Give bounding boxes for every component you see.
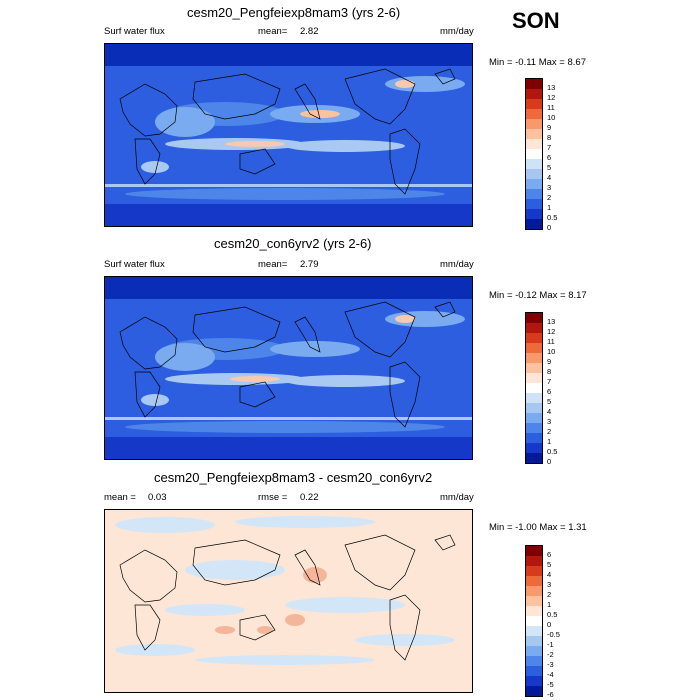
colorbar-tick-label: 2 — [547, 193, 552, 202]
rmse-value: 0.22 — [300, 492, 319, 503]
mean-label: mean= — [258, 259, 288, 270]
colorbar-tick-label: 13 — [547, 83, 556, 92]
colorbar-tick-label: -4 — [547, 670, 554, 679]
mean-label: mean = — [104, 492, 136, 503]
colorbar-tick-label: 13 — [547, 317, 556, 326]
colorbar-tick-label: 6 — [547, 550, 552, 559]
mean-value: 2.82 — [300, 26, 319, 37]
colorbar-tick-label: 7 — [547, 377, 552, 386]
min-max-label: Min = -0.11 Max = 8.67 — [489, 57, 586, 68]
units-label: mm/day — [440, 26, 474, 37]
mean-value: 2.79 — [300, 259, 319, 270]
colorbar-tick-label: 10 — [547, 113, 556, 122]
colorbar-tick-label: 5 — [547, 560, 552, 569]
units-label: mm/day — [440, 492, 474, 503]
colorbar-tick-label: 1 — [547, 203, 552, 212]
colorbar: 13 12 11 10 9 8 7 6 5 4 3 2 1 0.5 0 — [525, 312, 557, 466]
colorbar-tick-label: 5 — [547, 163, 552, 172]
colorbar-tick-label: 0.5 — [547, 447, 558, 456]
colorbar-tick-label: -2 — [547, 650, 554, 659]
colorbar-tick-label: 12 — [547, 93, 556, 102]
min-max-label: Min = -0.12 Max = 8.17 — [489, 290, 587, 301]
colorbar-tick-label: 1 — [547, 600, 552, 609]
colorbar-tick-label: 0 — [547, 223, 552, 232]
colorbar-tick-label: 9 — [547, 357, 552, 366]
min-max-label: Min = -1.00 Max = 1.31 — [489, 522, 587, 533]
colorbar-tick-label: -0.5 — [547, 630, 560, 639]
colorbar-tick-label: 10 — [547, 347, 556, 356]
colorbar-tick-label: 0 — [547, 457, 552, 466]
colorbar-tick-label: 0.5 — [547, 610, 558, 619]
colorbar: 6 5 4 3 2 1 0.5 0 -0.5 -1 -2 -3 -4 -5 -6 — [525, 545, 560, 699]
variable-label: Surf water flux — [104, 259, 165, 270]
rmse-label: rmse = — [258, 492, 288, 503]
colorbar-swatches — [525, 545, 543, 697]
colorbar-swatches — [525, 78, 543, 230]
colorbar-swatches — [525, 312, 543, 464]
colorbar-tick-label: 3 — [547, 183, 552, 192]
colorbar-tick-label: 3 — [547, 417, 552, 426]
colorbar-tick-label: 4 — [547, 407, 552, 416]
colorbar-tick-label: 4 — [547, 173, 552, 182]
precip-map — [104, 43, 473, 227]
colorbar-tick-label: 11 — [547, 337, 555, 346]
panel-title: cesm20_Pengfeiexp8mam3 - cesm20_con6yrv2 — [154, 470, 433, 485]
colorbar-tick-label: 8 — [547, 367, 552, 376]
difference-map — [104, 509, 473, 693]
colorbar-tick-label: -1 — [547, 640, 554, 649]
colorbar-tick-label: 12 — [547, 327, 556, 336]
colorbar-tick-label: 8 — [547, 133, 552, 142]
colorbar-tick-label: 4 — [547, 570, 552, 579]
units-label: mm/day — [440, 259, 474, 270]
colorbar-tick-label: 2 — [547, 427, 552, 436]
mean-label: mean= — [258, 26, 288, 37]
colorbar-tick-label: 0 — [547, 620, 552, 629]
precip-map — [104, 276, 473, 460]
colorbar-tick-label: 3 — [547, 580, 552, 589]
colorbar-tick-label: 7 — [547, 143, 552, 152]
season-label: SON — [512, 8, 560, 33]
mean-value: 0.03 — [148, 492, 167, 503]
colorbar-tick-label: 11 — [547, 103, 555, 112]
colorbar-tick-label: 5 — [547, 397, 552, 406]
colorbar-tick-label: 9 — [547, 123, 552, 132]
colorbar-tick-label: 6 — [547, 387, 552, 396]
colorbar-tick-label: 0.5 — [547, 213, 558, 222]
colorbar-tick-label: -3 — [547, 660, 554, 669]
variable-label: Surf water flux — [104, 26, 165, 37]
panel-title: cesm20_Pengfeiexp8mam3 (yrs 2-6) — [187, 5, 401, 20]
colorbar-tick-label: 2 — [547, 590, 552, 599]
panel-title: cesm20_con6yrv2 (yrs 2-6) — [214, 236, 372, 251]
colorbar-tick-label: -6 — [547, 690, 554, 699]
colorbar-tick-label: -5 — [547, 680, 554, 689]
colorbar: 13 12 11 10 9 8 7 6 5 4 3 2 1 0.5 0 — [525, 78, 557, 232]
colorbar-tick-label: 1 — [547, 437, 552, 446]
colorbar-tick-label: 6 — [547, 153, 552, 162]
